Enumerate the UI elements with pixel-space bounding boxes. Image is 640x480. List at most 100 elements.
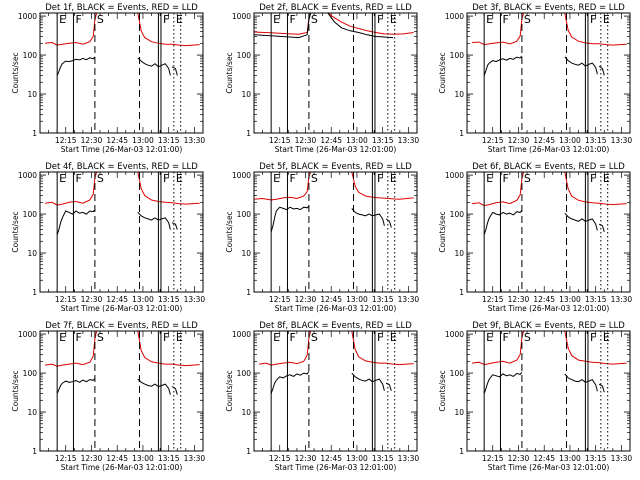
- time-marker-label: S: [311, 331, 318, 344]
- events-series-line: [56, 378, 178, 395]
- x-tick-label: 13:00: [559, 136, 581, 145]
- panel-title: Det 6f, BLACK = Events, RED = LLD: [472, 162, 625, 172]
- x-tick-label: 13:00: [559, 295, 581, 304]
- y-tick-label: 1: [32, 447, 37, 456]
- x-tick-label: 12:45: [533, 136, 555, 145]
- x-tick-label: 13:00: [346, 454, 368, 463]
- x-axis-label: Start Time (26-Mar-03 12:01:00): [275, 463, 397, 472]
- x-tick-label: 12:15: [269, 295, 291, 304]
- panel-title: Det 7f, BLACK = Events, RED = LLD: [45, 321, 198, 331]
- y-axis-label: Counts/sec: [225, 370, 234, 411]
- y-axis-label: Counts/sec: [225, 52, 234, 93]
- x-tick-label: 13:30: [611, 136, 633, 145]
- x-tick-label: 12:45: [106, 136, 128, 145]
- panel-7: Det 7f, BLACK = Events, RED = LLD 1 10 100 1…: [11, 321, 205, 472]
- x-tick-label: 12:15: [55, 454, 77, 463]
- time-marker-label: F: [75, 331, 81, 344]
- panel-6: Det 6f, BLACK = Events, RED = LLD 1 10 100 1…: [438, 162, 632, 313]
- y-tick-label: 1000: [232, 171, 251, 180]
- y-tick-label: 10: [454, 249, 464, 258]
- x-axis-label: Start Time (26-Mar-03 12:01:00): [488, 463, 610, 472]
- y-tick-label: 100: [450, 51, 465, 60]
- y-tick-label: 1000: [232, 12, 251, 21]
- time-marker-label: E: [390, 331, 397, 344]
- x-tick-label: 12:45: [533, 454, 555, 463]
- x-tick-label: 13:30: [611, 295, 633, 304]
- y-tick-label: 1: [459, 129, 464, 138]
- x-tick-label: 12:30: [81, 295, 103, 304]
- events-series-line: [483, 371, 605, 394]
- y-tick-label: 1: [459, 288, 464, 297]
- x-tick-label: 13:15: [372, 136, 394, 145]
- y-axis-label: Counts/sec: [438, 370, 447, 411]
- x-tick-label: 12:15: [55, 295, 77, 304]
- lld-series-line: [259, 331, 414, 366]
- lld-series-line: [472, 13, 627, 46]
- y-tick-label: 100: [237, 210, 252, 219]
- y-tick-label: 10: [27, 249, 37, 258]
- time-marker-label: S: [311, 172, 318, 185]
- time-marker-label: F: [163, 172, 169, 185]
- x-axis-label: Start Time (26-Mar-03 12:01:00): [488, 304, 610, 313]
- x-tick-label: 13:00: [346, 295, 368, 304]
- y-tick-label: 1000: [18, 12, 37, 21]
- time-marker-label: F: [502, 13, 508, 26]
- plot-frame: [253, 171, 418, 293]
- time-marker-label: F: [289, 13, 295, 26]
- y-axis-label: Counts/sec: [11, 211, 20, 252]
- x-tick-label: 12:15: [269, 136, 291, 145]
- events-series-line: [254, 13, 394, 39]
- y-axis-label: Counts/sec: [225, 211, 234, 252]
- y-tick-label: 10: [241, 408, 251, 417]
- time-marker-label: F: [590, 172, 596, 185]
- y-tick-label: 1: [32, 129, 37, 138]
- x-tick-label: 13:00: [132, 136, 154, 145]
- y-axis-label: Counts/sec: [11, 370, 20, 411]
- panel-title: Det 8f, BLACK = Events, RED = LLD: [259, 321, 412, 331]
- x-axis-label: Start Time (26-Mar-03 12:01:00): [61, 304, 183, 313]
- events-series-line: [56, 56, 178, 76]
- time-marker-label: F: [377, 13, 383, 26]
- x-tick-label: 13:15: [158, 454, 180, 463]
- panel-title: Det 1f, BLACK = Events, RED = LLD: [45, 3, 198, 13]
- lld-series-line: [45, 13, 200, 47]
- y-axis-label: Counts/sec: [11, 52, 20, 93]
- y-tick-label: 10: [454, 90, 464, 99]
- y-tick-label: 10: [27, 90, 37, 99]
- x-tick-label: 13:15: [585, 295, 607, 304]
- y-tick-label: 10: [454, 408, 464, 417]
- time-marker-label: E: [603, 172, 610, 185]
- x-tick-label: 13:15: [158, 136, 180, 145]
- plot-frame: [253, 330, 418, 452]
- y-axis-label: Counts/sec: [438, 52, 447, 93]
- time-marker-label: F: [590, 331, 596, 344]
- x-tick-label: 13:00: [346, 136, 368, 145]
- time-marker-label: E: [273, 172, 280, 185]
- x-tick-label: 12:45: [533, 295, 555, 304]
- panel-title: Det 3f, BLACK = Events, RED = LLD: [472, 3, 625, 13]
- y-tick-label: 100: [23, 51, 38, 60]
- time-marker-label: F: [377, 172, 383, 185]
- time-marker-label: E: [603, 331, 610, 344]
- x-tick-label: 12:15: [482, 136, 504, 145]
- time-marker-label: E: [390, 172, 397, 185]
- y-tick-label: 10: [241, 90, 251, 99]
- x-axis-label: Start Time (26-Mar-03 12:01:00): [61, 463, 183, 472]
- x-tick-label: 12:15: [482, 295, 504, 304]
- time-marker-label: E: [59, 172, 66, 185]
- y-tick-label: 1: [246, 129, 251, 138]
- x-tick-label: 12:45: [320, 454, 342, 463]
- panel-title: Det 5f, BLACK = Events, RED = LLD: [259, 162, 412, 172]
- x-tick-label: 12:15: [269, 454, 291, 463]
- x-axis-label: Start Time (26-Mar-03 12:01:00): [275, 145, 397, 154]
- time-marker-label: F: [502, 331, 508, 344]
- plot-frame: [466, 330, 631, 452]
- time-marker-label: S: [524, 13, 531, 26]
- time-marker-label: S: [524, 172, 531, 185]
- y-tick-label: 100: [237, 369, 252, 378]
- y-tick-label: 1: [246, 288, 251, 297]
- plot-frame: [39, 330, 204, 452]
- y-tick-label: 1: [459, 447, 464, 456]
- panel-title: Det 9f, BLACK = Events, RED = LLD: [472, 321, 625, 331]
- time-marker-label: E: [176, 172, 183, 185]
